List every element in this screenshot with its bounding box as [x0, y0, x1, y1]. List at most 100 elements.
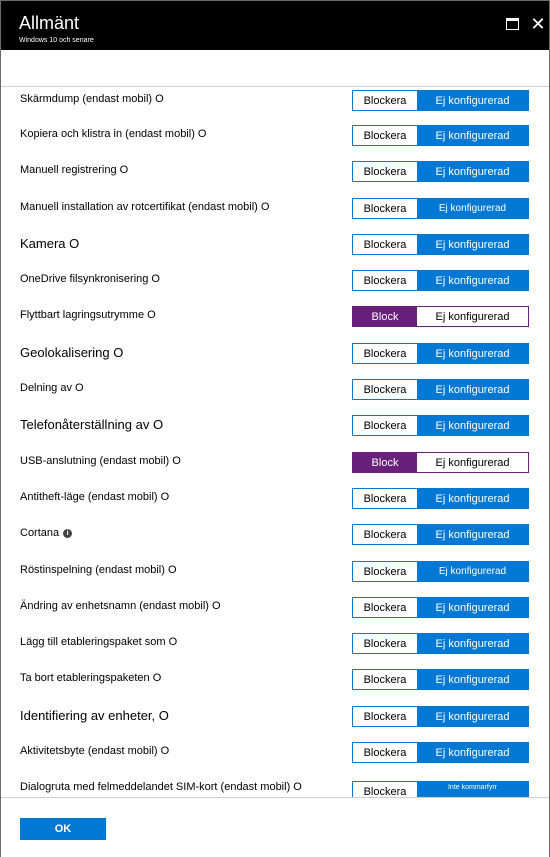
- toggle-option-block[interactable]: Blockera: [353, 271, 417, 290]
- toggle-option-not-configured[interactable]: Ej konfigurerad: [417, 743, 528, 762]
- setting-label: Aktivitetsbyte (endast mobil) O: [20, 745, 169, 757]
- toggle-option-block[interactable]: Blockera: [353, 598, 417, 617]
- setting-label: Lägg till etableringspaket som O: [20, 636, 177, 648]
- setting-label: Kamera O: [20, 236, 79, 251]
- setting-label: Dialogruta med felmeddelandet SIM-kort (…: [20, 781, 302, 793]
- setting-toggle: Block Ej konfigurerad: [352, 452, 529, 473]
- setting-row: Geolokalisering O Blockera Ej konfigurerad: [1, 342, 549, 378]
- setting-toggle: Blockera Ej konfigurerad: [352, 125, 529, 146]
- toggle-option-not-configured[interactable]: Ej konfigurerad: [417, 307, 528, 326]
- toggle-option-block[interactable]: Blockera: [353, 782, 417, 801]
- toggle-option-not-configured[interactable]: Ej konfigurerad: [417, 525, 528, 544]
- toggle-option-block[interactable]: Blockera: [353, 489, 417, 508]
- toggle-option-block[interactable]: Blockera: [353, 126, 417, 145]
- setting-toggle: Blockera Ej konfigurerad: [352, 561, 529, 582]
- setting-label-text: Manuell registrering O: [20, 164, 129, 176]
- setting-row: Identifiering av enheter, O Blockera Ej ko…: [1, 705, 549, 741]
- setting-row: Manuell installation av rotcertifikat (e…: [1, 197, 549, 233]
- setting-label-text: Ändring av enhetsnamn (endast mobil) O: [20, 600, 221, 612]
- setting-toggle: Blockera Ej konfigurerad: [352, 234, 529, 255]
- setting-label-text: Kopiera och klistra in (endast mobil) O: [20, 128, 207, 140]
- maximize-button[interactable]: [502, 14, 522, 34]
- toggle-option-block[interactable]: Blockera: [353, 162, 417, 181]
- toggle-option-block[interactable]: Blockera: [353, 344, 417, 363]
- setting-label: Telefonåterställning av O: [20, 417, 163, 432]
- toggle-option-not-configured[interactable]: Ej konfigurerad: [417, 453, 528, 472]
- toggle-option-block[interactable]: Blockera: [353, 235, 417, 254]
- close-button[interactable]: ✕: [528, 14, 548, 34]
- toggle-option-block[interactable]: Blockera: [353, 199, 417, 218]
- toggle-option-not-configured[interactable]: Ej konfigurerad: [417, 598, 528, 617]
- toggle-option-not-configured[interactable]: Ej konfigurerad: [417, 126, 528, 145]
- setting-toggle: Blockera Ej konfigurerad: [352, 270, 529, 291]
- toggle-option-not-configured[interactable]: Ej konfigurerad: [417, 416, 528, 435]
- setting-label: Ändring av enhetsnamn (endast mobil) O: [20, 600, 221, 612]
- setting-label: Cortana i: [20, 527, 73, 539]
- setting-toggle: Blockera Ej konfigurerad: [352, 198, 529, 219]
- toggle-option-not-configured[interactable]: Ej konfigurerad: [417, 91, 528, 110]
- toggle-option-not-configured[interactable]: Ej konfigurerad: [417, 670, 528, 689]
- setting-label-text: Röstinspelning (endast mobil) O: [20, 564, 177, 576]
- toggle-option-not-configured[interactable]: Ej konfigurerad: [417, 235, 528, 254]
- setting-label: Manuell registrering O: [20, 164, 128, 176]
- toggle-option-block[interactable]: Block: [353, 307, 417, 326]
- setting-label-text: Telefonåterställning av O: [20, 417, 164, 432]
- setting-toggle: Blockera Ej konfigurerad: [352, 161, 529, 182]
- toggle-option-not-configured[interactable]: Ej konfigurerad: [417, 562, 528, 581]
- info-icon[interactable]: i: [63, 529, 73, 538]
- setting-toggle: Blockera Ej konfigurerad: [352, 379, 529, 400]
- close-icon: ✕: [530, 14, 546, 34]
- toggle-option-not-configured[interactable]: Ej konfigurerad: [417, 344, 528, 363]
- setting-row: Telefonåterställning av O Blockera Ej konf…: [1, 414, 549, 450]
- toggle-option-block[interactable]: Blockera: [353, 707, 417, 726]
- toggle-option-block[interactable]: Blockera: [353, 416, 417, 435]
- toggle-option-block[interactable]: Blockera: [353, 91, 417, 110]
- setting-label: OneDrive filsynkronisering O: [20, 273, 160, 285]
- setting-label-text: Geolokalisering O: [20, 345, 124, 360]
- toggle-option-not-configured[interactable]: Inte kommarfyrr: [417, 782, 528, 801]
- setting-label: Kopiera och klistra in (endast mobil) O: [20, 128, 206, 140]
- setting-label-text: Identifiering av enheter, O: [20, 708, 169, 723]
- toggle-option-not-configured[interactable]: Ej konfigurerad: [417, 634, 528, 653]
- setting-label-text: Manuell installation av rotcertifikat (e…: [20, 201, 270, 213]
- setting-row: Kamera O Blockera Ej konfigurerad: [1, 233, 549, 269]
- setting-toggle: Blockera Ej konfigurerad: [352, 633, 529, 654]
- toolbar-strip: [1, 50, 549, 87]
- toggle-option-block[interactable]: Block: [353, 453, 417, 472]
- setting-label-text: Kamera O: [20, 236, 80, 251]
- toggle-option-not-configured[interactable]: Ej konfigurerad: [417, 380, 528, 399]
- setting-label: Antitheft-läge (endast mobil) O: [20, 491, 169, 503]
- toggle-option-block[interactable]: Blockera: [353, 380, 417, 399]
- toggle-option-block[interactable]: Blockera: [353, 562, 417, 581]
- ok-button[interactable]: OK: [20, 818, 106, 840]
- setting-toggle: Blockera Ej konfigurerad: [352, 742, 529, 763]
- maximize-icon: [505, 18, 519, 30]
- setting-toggle: Blockera Ej konfigurerad: [352, 415, 529, 436]
- setting-toggle: Blockera Ej konfigurerad: [352, 343, 529, 364]
- toggle-option-not-configured[interactable]: Ej konfigurerad: [417, 162, 528, 181]
- toggle-option-block[interactable]: Blockera: [353, 525, 417, 544]
- setting-row: Ändring av enhetsnamn (endast mobil) O Bl…: [1, 596, 549, 632]
- setting-label-text: Aktivitetsbyte (endast mobil) O: [20, 745, 170, 757]
- toggle-option-block[interactable]: Blockera: [353, 743, 417, 762]
- setting-row: Cortana i Blockera Ej konfigurerad: [1, 523, 549, 559]
- setting-label: Manuell installation av rotcertifikat (e…: [20, 201, 269, 213]
- setting-toggle: Blockera Ej konfigurerad: [352, 90, 529, 111]
- toggle-option-not-configured[interactable]: Ej konfigurerad: [417, 271, 528, 290]
- setting-label-text: Antitheft-läge (endast mobil) O: [20, 491, 170, 503]
- setting-label-text: Cortana: [20, 527, 60, 539]
- footer: OK: [1, 797, 549, 857]
- toggle-option-not-configured[interactable]: Ej konfigurerad: [417, 707, 528, 726]
- toggle-option-block[interactable]: Blockera: [353, 670, 417, 689]
- setting-row: Röstinspelning (endast mobil) O Blockera E…: [1, 560, 549, 596]
- setting-label-text: Delning av O: [20, 382, 84, 394]
- toggle-option-block[interactable]: Blockera: [353, 634, 417, 653]
- toggle-option-not-configured[interactable]: Ej konfigurerad: [417, 489, 528, 508]
- setting-label: Delning av O: [20, 382, 84, 394]
- setting-label: Skärmdump (endast mobil) O: [20, 93, 164, 105]
- setting-label: Ta bort etableringspaketen O: [20, 672, 161, 684]
- toggle-option-not-configured[interactable]: Ej konfigurerad: [417, 199, 528, 218]
- setting-label: Identifiering av enheter, O: [20, 708, 169, 723]
- setting-row: USB-anslutning (endast mobil) O Block Ej k…: [1, 451, 549, 487]
